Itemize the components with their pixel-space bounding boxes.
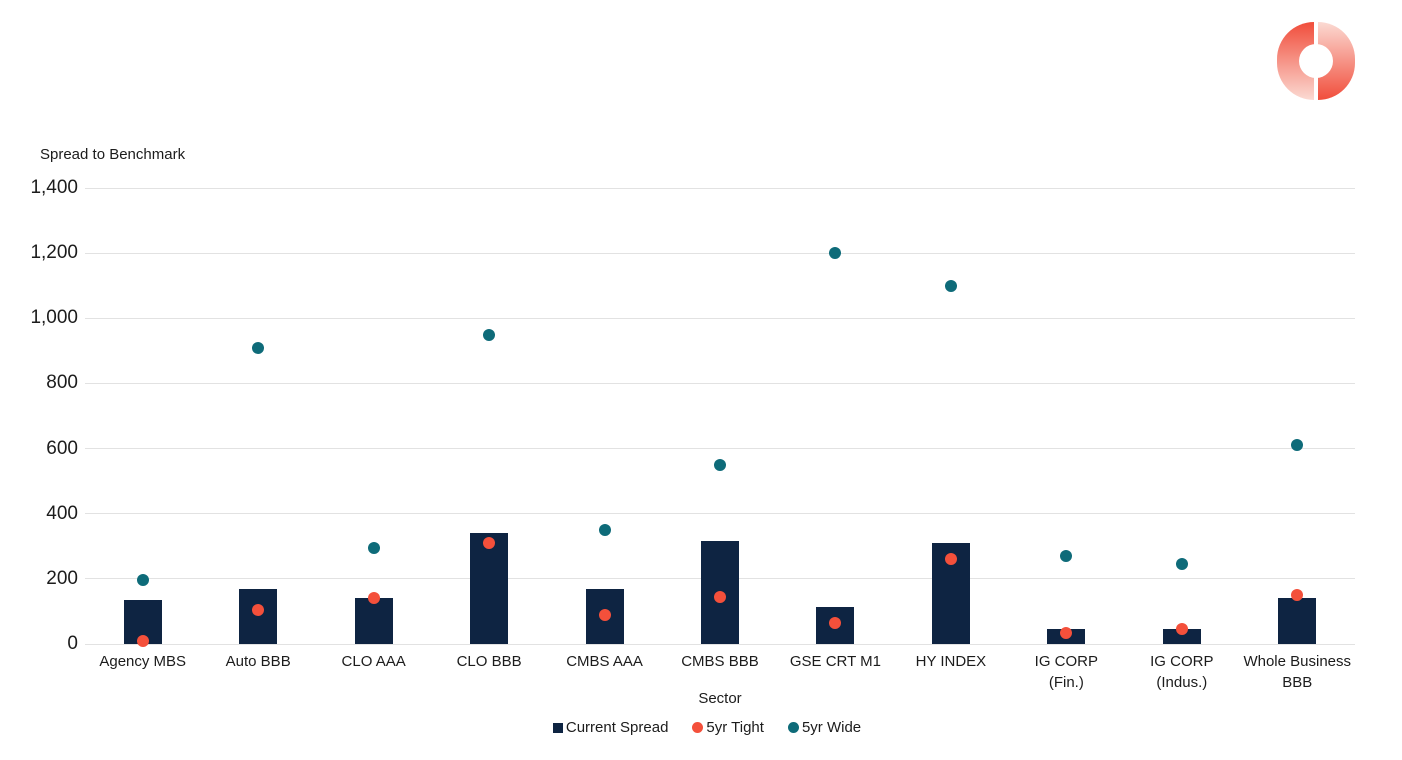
gridline [85,448,1355,450]
x-tick-label: CLO BBB [456,653,522,670]
gridline [85,513,1355,515]
gridline [85,382,1355,384]
x-axis-title: Sector [698,690,742,707]
dot-5yr-tight [1291,589,1304,602]
dot-5yr-tight [483,537,496,550]
dot-5yr-wide [367,541,380,554]
bar-current-spread [1278,598,1317,644]
x-tick-label: IG CORP (Fin.) [1034,653,1099,691]
legend-square-icon [552,722,563,733]
dot-5yr-tight [829,616,842,629]
x-tick-label: CMBS AAA [566,653,643,670]
x-tick-label: GSE CRT M1 [789,653,882,670]
dot-5yr-wide [1291,439,1304,452]
x-tick-label: Whole Business BBB [1243,653,1352,691]
x-tick-label: CMBS BBB [681,653,759,670]
y-tick-label: 800 [46,372,78,394]
gridline [85,187,1355,189]
y-tick-label: 0 [67,633,78,654]
x-tick-label: CLO AAA [341,653,406,670]
dot-5yr-tight [252,603,265,616]
logo-center-hole [1299,44,1333,78]
x-tick-label: IG CORP (Indus.) [1150,653,1214,691]
legend-item-current-spread: Current Spread [552,719,669,736]
dot-5yr-tight [714,590,726,603]
y-tick-label: 1,200 [30,242,78,264]
y-tick-label: 400 [46,502,78,524]
bar-current-spread [470,533,509,644]
dot-5yr-tight [944,553,957,566]
x-tick-label: Auto BBB [225,653,291,670]
dot-5yr-wide [1060,550,1073,563]
y-tick-label: 1,400 [30,177,78,198]
dot-5yr-wide [598,524,611,536]
dot-5yr-tight [1060,626,1073,639]
gridline [85,643,1355,645]
dot-5yr-wide [136,574,149,587]
y-tick-label: 200 [46,567,78,589]
dot-5yr-wide [714,458,726,471]
dot-5yr-wide [252,341,265,354]
dot-5yr-tight [136,634,149,647]
legend-circle-icon [692,722,704,733]
dot-5yr-tight [1175,623,1188,636]
y-tick-label: 600 [46,437,78,459]
gridline [85,317,1355,319]
bar-current-spread [239,588,278,644]
legend-item-5yr-wide: 5yr Wide [787,719,862,736]
legend-label: 5yr Wide [801,719,862,736]
legend-label: 5yr Tight [706,719,764,736]
x-tick-label: HY INDEX [915,653,987,670]
dot-5yr-tight [367,592,380,605]
dot-5yr-wide [944,279,957,292]
dot-5yr-tight [598,608,611,621]
legend-label: Current Spread [565,719,669,736]
dot-5yr-wide [1175,558,1188,571]
legend: Current Spread 5yr Tight 5yr Wide [77,719,1337,736]
bar-current-spread [1162,629,1201,644]
bar-current-spread [354,598,393,644]
y-tick-label: 1,000 [30,307,78,329]
brand-donut-logo-icon [1277,22,1355,100]
legend-circle-icon [787,722,799,733]
dot-5yr-wide [829,247,842,260]
legend-item-5yr-tight: 5yr Tight [692,719,764,736]
dot-5yr-wide [483,328,496,341]
x-tick-label: Agency MBS [99,653,187,670]
y-axis-title: Spread to Benchmark [40,146,186,163]
gridline [85,252,1355,254]
